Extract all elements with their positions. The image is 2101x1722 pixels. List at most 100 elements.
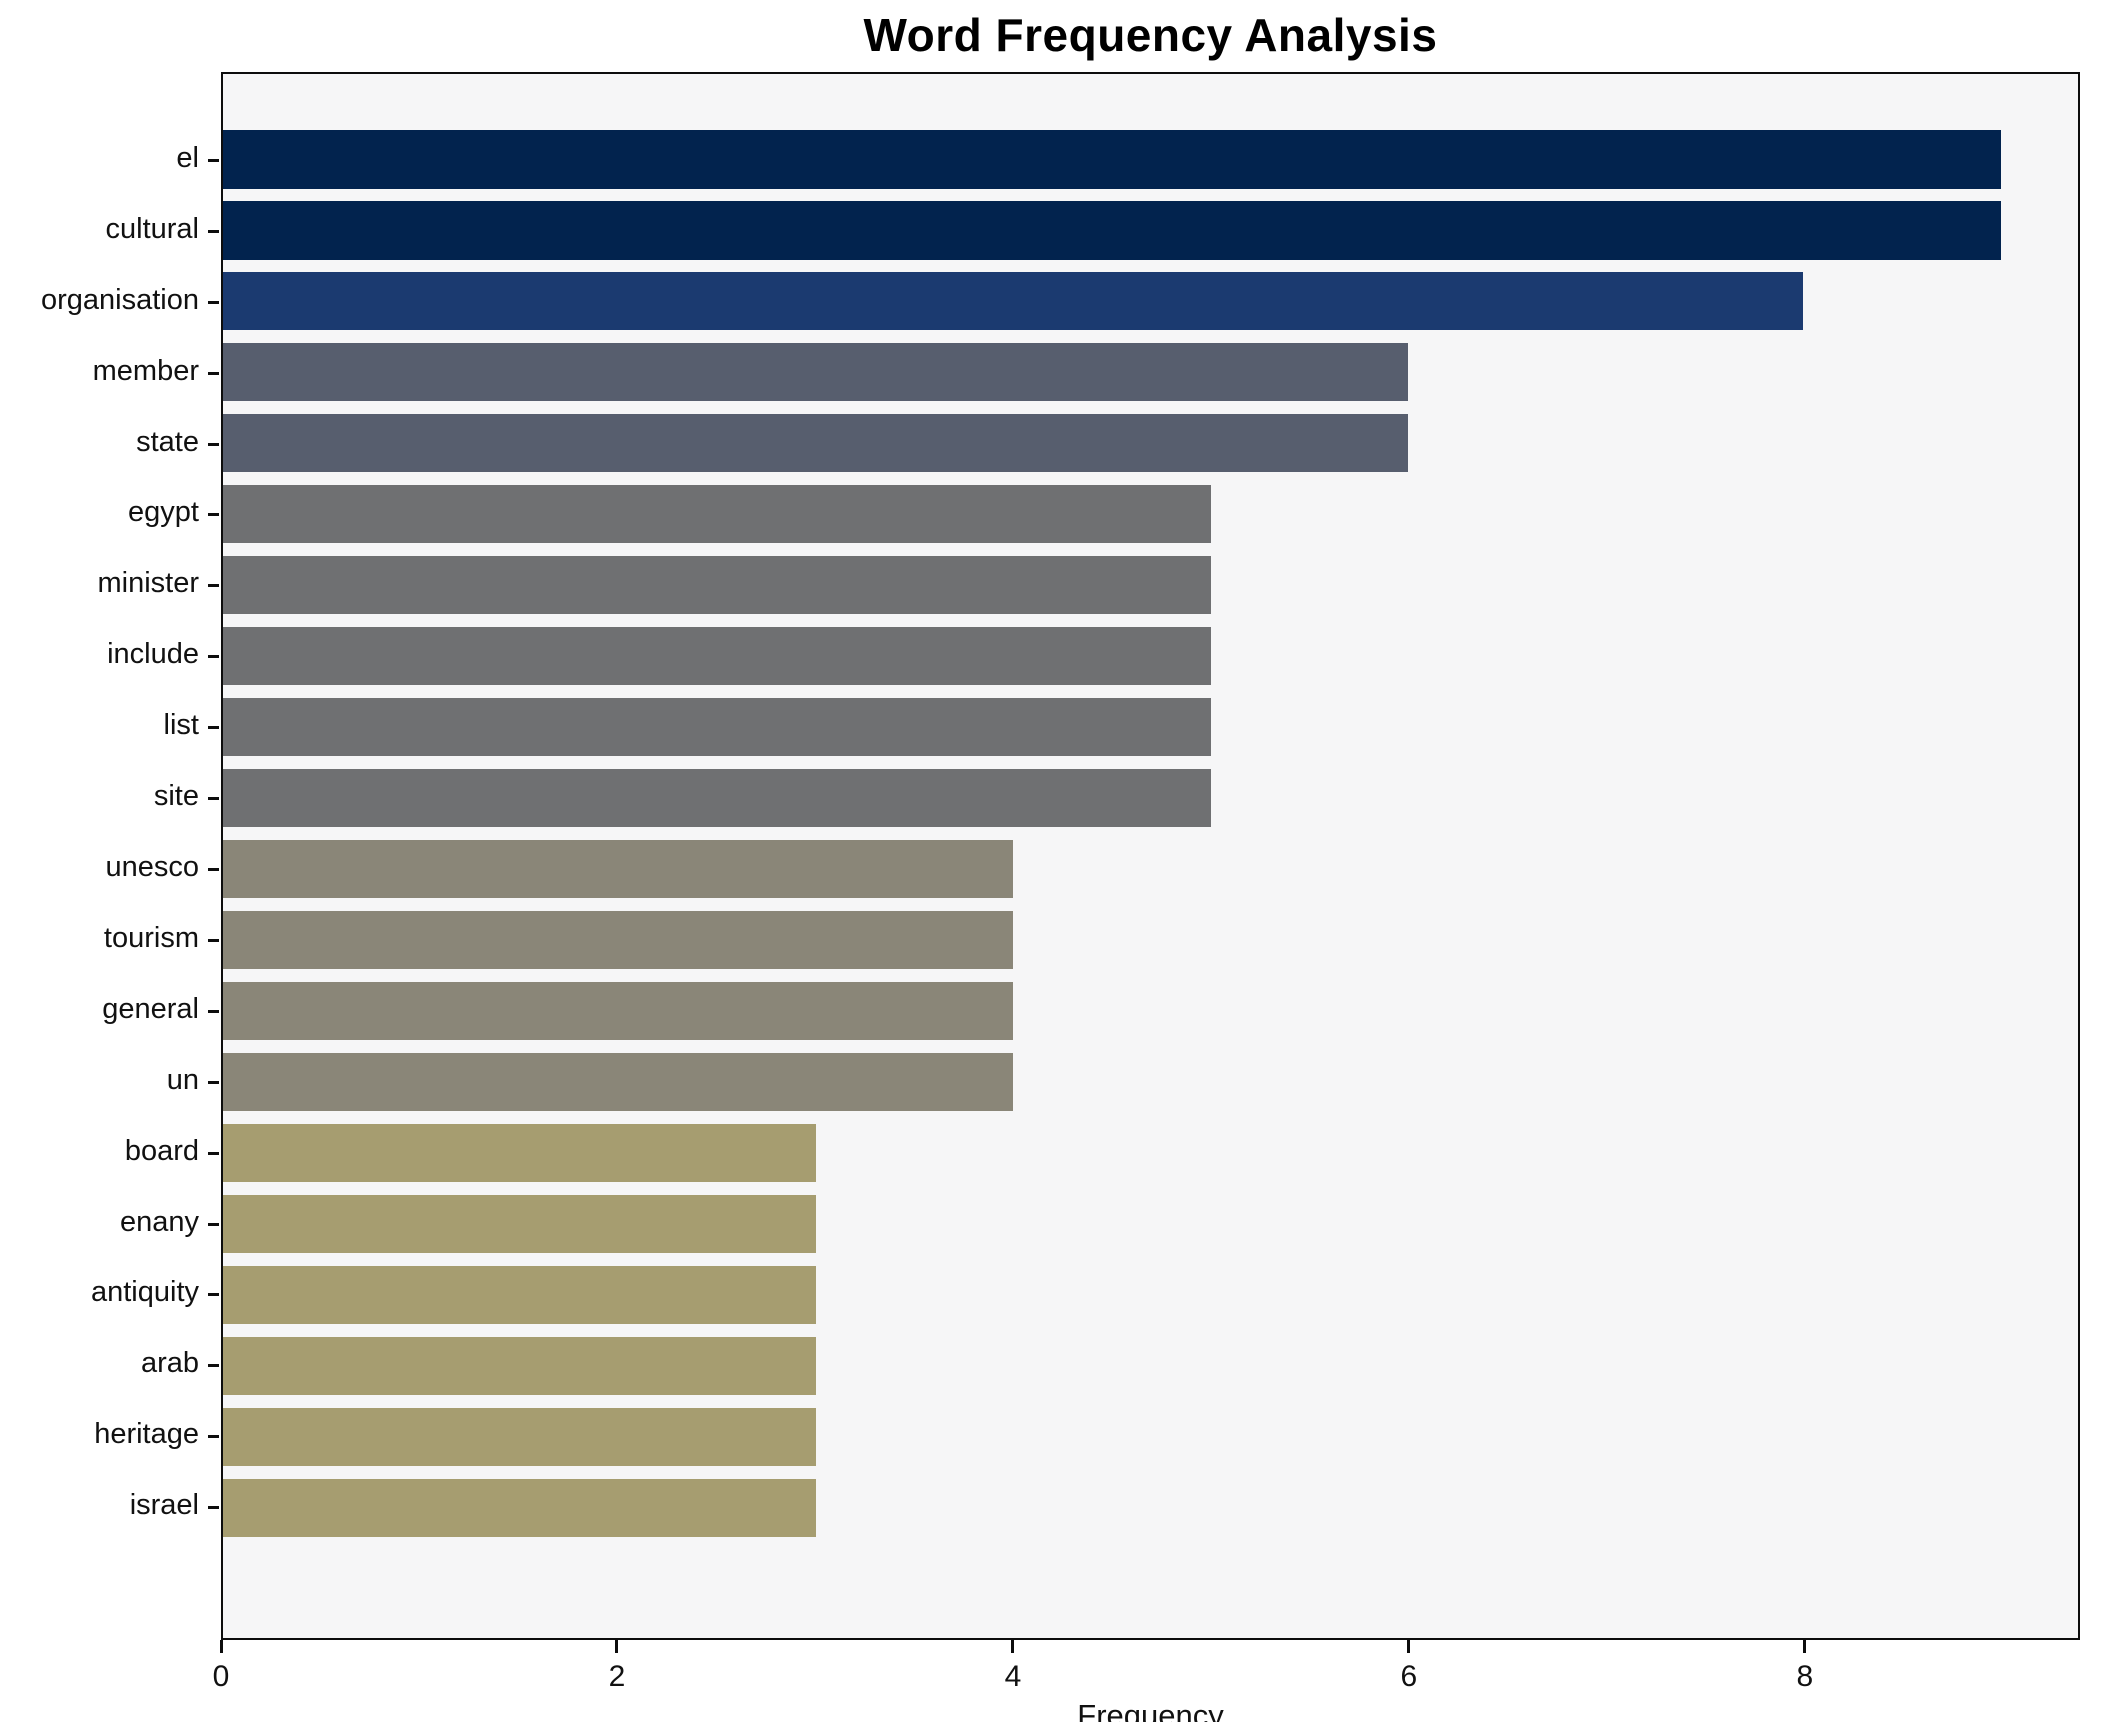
x-axis-title: Frequency [1077,1698,1224,1722]
ylabel-antiquity: antiquity [90,1276,199,1309]
ylabel-enany: enany [119,1205,199,1238]
ylabel-list: list [163,709,199,742]
bar-tourism [223,910,1014,970]
ylabel-row-site: site [0,763,219,834]
ylabel-include: include [107,638,199,671]
bar-cultural [223,201,2001,260]
ytick-mark [208,1222,219,1226]
ylabel-row-tourism: tourism [0,905,219,976]
ytick-mark [208,1435,219,1439]
ylabel-un: un [166,1063,199,1096]
ytick-mark [208,513,219,517]
ylabel-general: general [102,992,199,1025]
ytick-mark [208,300,219,304]
ylabel-state: state [136,425,199,458]
ytick-mark [208,1151,219,1155]
ylabel-row-unesco: unesco [0,834,219,905]
xtick-mark [1011,1640,1015,1653]
bars-container [223,124,2078,1543]
bar-row-tourism [223,904,2078,975]
y-axis-labels: el cultural organisation member state egypt mi… [0,125,219,1543]
bar-state [223,414,1409,473]
bar-row-organisation [223,266,2078,337]
bar-row-general [223,975,2078,1046]
bar-include [223,627,1211,686]
ylabel-unesco: unesco [105,851,199,884]
bar-row-list [223,692,2078,763]
bar-member [223,343,1409,402]
xtick-label-6: 6 [1400,1660,1418,1693]
bar-site [223,768,1211,828]
bar-general [223,981,1014,1040]
bar-row-unesco [223,834,2078,905]
xtick-mark [1803,1640,1807,1653]
ylabel-row-enany: enany [0,1189,219,1260]
xtick-label-2: 2 [608,1660,626,1693]
bar-row-cultural [223,195,2078,266]
ylabel-row-antiquity: antiquity [0,1260,219,1331]
ytick-mark [208,158,219,162]
ytick-mark [208,868,219,872]
ytick-mark [208,1506,219,1510]
ytick-mark [208,938,219,942]
bar-row-include [223,621,2078,692]
xtick-mark [615,1640,619,1653]
ytick-mark [208,1080,219,1084]
xtick-mark [1407,1640,1411,1653]
bar-unesco [223,839,1014,899]
ylabel-row-general: general [0,976,219,1047]
bar-row-egypt [223,479,2078,550]
bar-un [223,1052,1014,1111]
bar-row-minister [223,550,2078,621]
bar-enany [223,1194,816,1253]
ylabel-cultural: cultural [105,212,200,245]
bar-arab [223,1336,816,1395]
ylabel-row-member: member [0,338,219,409]
bar-row-israel [223,1472,2078,1543]
ylabel-israel: israel [129,1489,199,1522]
ylabel-el: el [176,141,199,174]
bar-row-antiquity [223,1259,2078,1330]
ylabel-organisation: organisation [41,283,199,316]
ylabel-minister: minister [97,567,199,600]
ylabel-row-el: el [0,125,219,196]
bar-row-un [223,1046,2078,1117]
ytick-mark [208,442,219,446]
ytick-mark [208,726,219,730]
ytick-mark [208,371,219,375]
bar-row-board [223,1117,2078,1188]
ylabel-tourism: tourism [103,921,199,954]
ylabel-row-list: list [0,692,219,763]
bar-heritage [223,1407,816,1466]
bar-row-arab [223,1330,2078,1401]
bar-row-el [223,124,2078,195]
plot-area [221,72,2080,1640]
ylabel-member: member [92,354,199,387]
ylabel-egypt: egypt [128,496,199,529]
ylabel-row-cultural: cultural [0,196,219,267]
bar-antiquity [223,1265,816,1324]
ytick-mark [208,1009,219,1013]
ylabel-row-arab: arab [0,1330,219,1401]
ylabel-row-organisation: organisation [0,267,219,338]
bar-row-heritage [223,1401,2078,1472]
ytick-mark [208,1364,219,1368]
bar-el [223,130,2001,189]
bar-row-member [223,337,2078,408]
bar-row-site [223,763,2078,834]
bar-minister [223,556,1211,615]
bar-egypt [223,485,1211,544]
bar-organisation [223,272,1804,331]
ylabel-row-un: un [0,1047,219,1118]
chart-title: Word Frequency Analysis [863,9,1438,61]
ylabel-row-state: state [0,409,219,480]
x-axis-ticks: 0 2 4 6 8 [213,1640,2080,1720]
ylabel-heritage: heritage [94,1418,199,1451]
ytick-mark [208,584,219,588]
ylabel-board: board [124,1134,199,1167]
ylabel-row-egypt: egypt [0,480,219,551]
ylabel-row-include: include [0,621,219,692]
xtick-mark [219,1640,223,1653]
bar-row-enany [223,1188,2078,1259]
